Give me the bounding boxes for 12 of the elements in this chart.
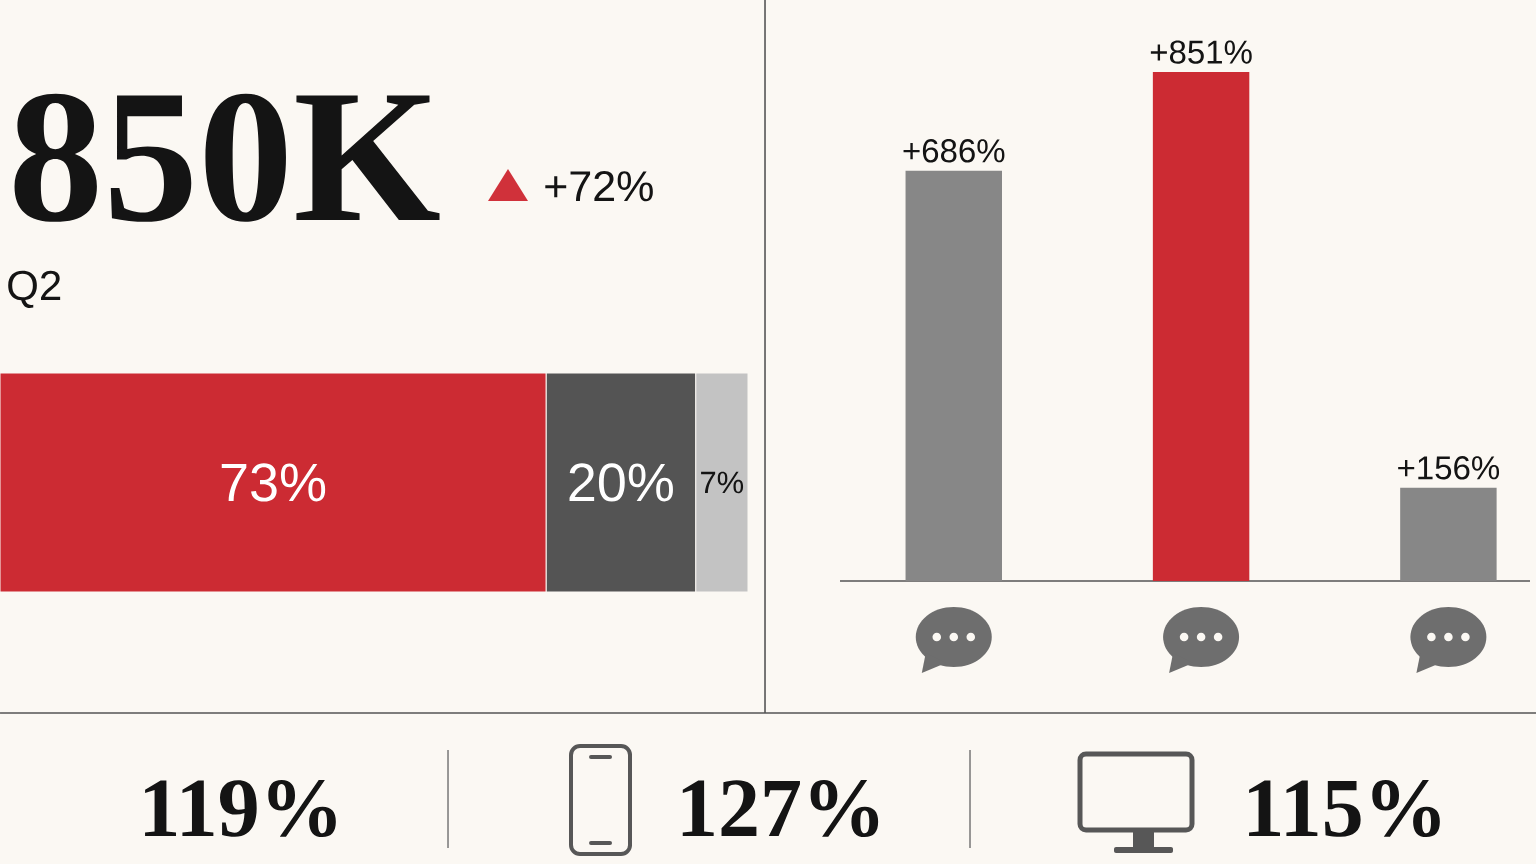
text: +72% — [545, 170, 653, 202]
data-label: 73% — [221, 463, 326, 502]
text: 115% — [1249, 780, 1440, 838]
data-label: +851% — [1150, 40, 1252, 64]
data-label: +156% — [1398, 456, 1500, 480]
text: 127% — [682, 780, 879, 838]
chart-title: 850K — [14, 93, 440, 222]
text: 119% — [145, 780, 336, 838]
data-label: 20% — [569, 463, 673, 502]
chart-subtitle: Q2 — [8, 270, 61, 308]
data-label: 7% — [701, 471, 744, 494]
data-label: +686% — [903, 139, 1005, 163]
